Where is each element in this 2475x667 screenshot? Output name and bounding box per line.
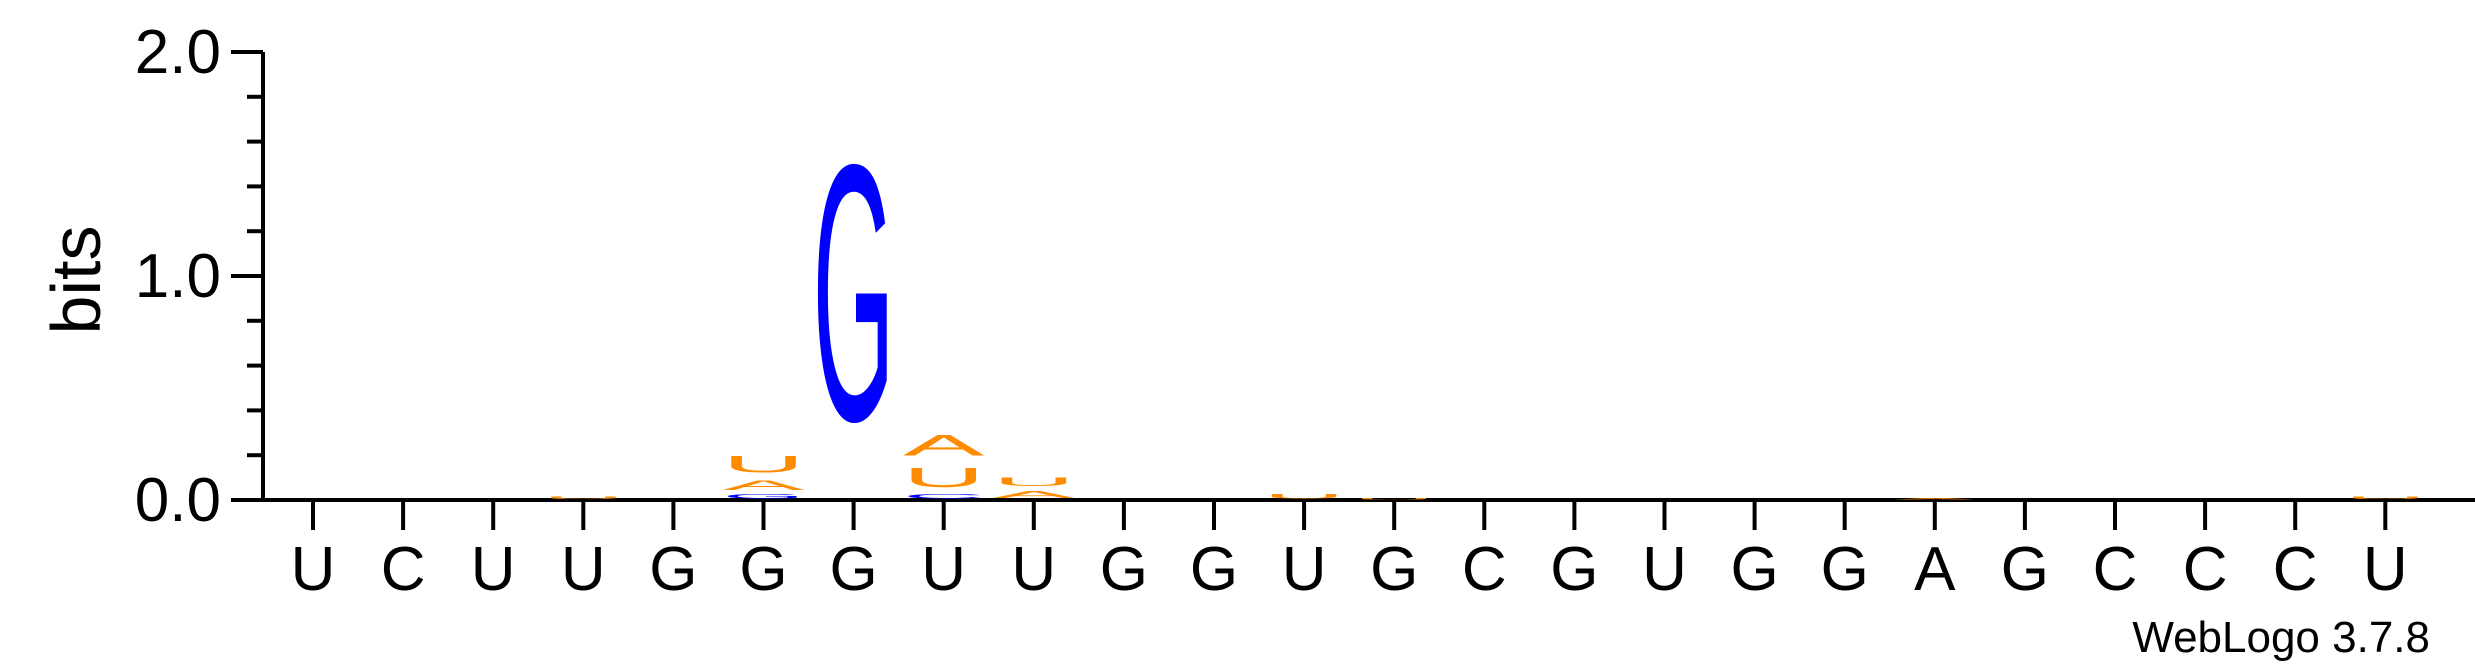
x-tick-label: G <box>829 535 877 604</box>
logo-letter-g: G <box>723 493 805 500</box>
x-tick-label: C <box>2183 535 2228 604</box>
y-axis-title: bits <box>37 226 115 335</box>
x-tick-label: U <box>1282 535 1327 604</box>
x-tick-label: C <box>1462 535 1507 604</box>
y-tick-label: 2.0 <box>135 18 221 87</box>
logo-letter-a: A <box>903 428 985 462</box>
x-tick-label: A <box>1914 535 1956 604</box>
x-tick-label: G <box>2001 535 2049 604</box>
logo-letter-u: U <box>722 451 804 478</box>
x-tick-label: U <box>561 535 606 604</box>
x-tick-label: C <box>2273 535 2318 604</box>
logo-letter-a: A <box>1894 498 1976 500</box>
x-tick-label: U <box>1642 535 1687 604</box>
logo-letter-a: A <box>993 489 1075 500</box>
x-tick-label: G <box>739 535 787 604</box>
y-axis: 0.0 1.0 2.0 <box>135 18 265 535</box>
logo-letter-c: C <box>903 493 985 500</box>
weblogo-credit: WebLogo 3.7.8 <box>2132 613 2430 662</box>
x-tick-label: U <box>291 535 336 604</box>
logo-letter-u: U <box>1263 493 1345 500</box>
x-tick-label: U <box>2363 535 2408 604</box>
x-tick-label: G <box>1821 535 1869 604</box>
y-tick-label: 1.0 <box>135 242 221 311</box>
y-tick-label: 0.0 <box>135 466 221 535</box>
x-tick-label: G <box>1100 535 1148 604</box>
x-tick-label: C <box>381 535 426 604</box>
logo-letter-a: A <box>723 478 805 494</box>
x-tick-label: G <box>1730 535 1778 604</box>
logo-letter-u: U <box>903 462 985 493</box>
x-tick-label: G <box>1190 535 1238 604</box>
logo-letter-u: U <box>1353 498 1435 500</box>
x-tick-label: G <box>649 535 697 604</box>
logo-letter-g: G <box>813 89 895 498</box>
logo-letter-u: U <box>993 475 1075 488</box>
x-tick-label: G <box>1370 535 1418 604</box>
x-tick-label: U <box>1011 535 1056 604</box>
x-tick-label: U <box>471 535 516 604</box>
logo-letter-u: U <box>542 496 624 500</box>
logo-letter-u: U <box>2344 496 2426 500</box>
x-tick-label: C <box>2093 535 2138 604</box>
x-tick-label: U <box>921 535 966 604</box>
x-tick-label: G <box>1550 535 1598 604</box>
